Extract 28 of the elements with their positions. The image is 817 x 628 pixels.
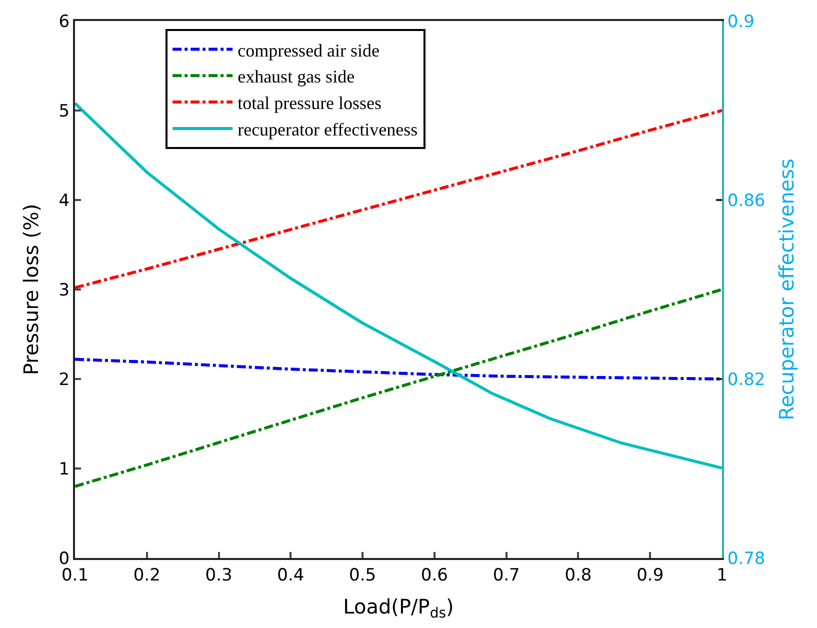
x-tick-label: 0.5 [349,565,376,586]
y-tick-label: 1 [58,459,70,480]
x-tick-label: 0.4 [277,565,304,586]
legend-label: exhaust gas side [238,66,355,87]
x-tick-label: 0.3 [205,565,232,586]
x-tick-label: 0.2 [133,565,160,586]
x-tick-label: 1 [716,565,728,586]
line-series [75,288,722,488]
y2-tick-label: 0.78 [727,548,766,569]
y-tick-label: 5 [58,101,70,122]
y-tick-label: 6 [58,12,70,32]
y-tick-label: 4 [58,190,70,211]
x-tick-label: 0.7 [492,565,520,586]
x-tick-label: 0.8 [564,565,592,586]
y-tick-label: 3 [58,280,70,300]
x-tick-label: 0.6 [420,565,448,586]
y2-tick-label: 0.86 [727,190,766,211]
legend-label: recuperator effectiveness [238,119,418,140]
y2-tick-label: 0.9 [727,12,754,32]
legend-label: total pressure losses [238,93,382,114]
x-axis-title: Load(P/P$_{ds}$) [343,594,454,622]
line-series [75,358,722,380]
x-tick-label: 0.9 [636,565,664,586]
y2-axis-title: Recuperator effectiveness [774,158,798,420]
y-axis-title: Pressure loss (%) [18,204,43,376]
y2-tick-label: 0.82 [727,370,766,390]
legend-label: compressed air side [238,40,380,60]
y-tick-label: 2 [58,370,70,390]
